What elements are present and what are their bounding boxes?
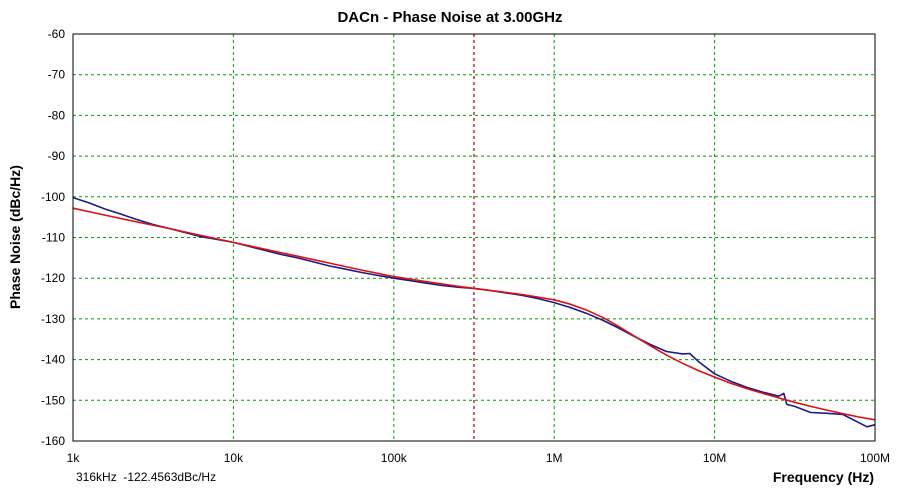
plot-frame xyxy=(72,33,876,442)
x-tick-label: 1k xyxy=(67,451,81,465)
y-tick-label: -80 xyxy=(48,108,66,122)
y-tick-labels: -60 -70 -80 -90 -100 -110 -120 -130 -140 -150 -160 xyxy=(41,27,65,448)
y-tick-label: -120 xyxy=(41,271,65,285)
x-axis-label: Frequency (Hz) xyxy=(773,469,874,485)
y-tick-label: -60 xyxy=(48,27,66,41)
y-tick-label: -130 xyxy=(41,312,65,326)
chart-title: DACn - Phase Noise at 3.00GHz xyxy=(337,9,562,26)
x-tick-label: 100M xyxy=(860,451,890,465)
y-axis-label: Phase Noise (dBc/Hz) xyxy=(7,165,23,309)
y-tick-label: -110 xyxy=(42,231,65,245)
x-tick-label: 10M xyxy=(703,451,726,465)
y-tick-label: -160 xyxy=(41,434,65,448)
y-tick-label: -70 xyxy=(48,68,66,82)
x-tick-label: 100k xyxy=(381,451,408,465)
y-tick-label: -140 xyxy=(41,353,65,367)
y-tick-label: -90 xyxy=(48,149,66,163)
x-tick-label: 1M xyxy=(546,451,563,465)
x-tick-labels: 1k 10k 100k 1M 10M 100M xyxy=(67,451,890,465)
y-tick-label: -100 xyxy=(41,190,65,204)
x-tick-label: 10k xyxy=(224,451,244,465)
marker-readout: 316kHz -122.4563dBc/Hz xyxy=(76,470,216,484)
y-tick-label: -150 xyxy=(41,393,65,407)
model-series-line xyxy=(72,207,876,421)
grid-lines xyxy=(72,33,876,442)
series-lines xyxy=(72,196,876,428)
